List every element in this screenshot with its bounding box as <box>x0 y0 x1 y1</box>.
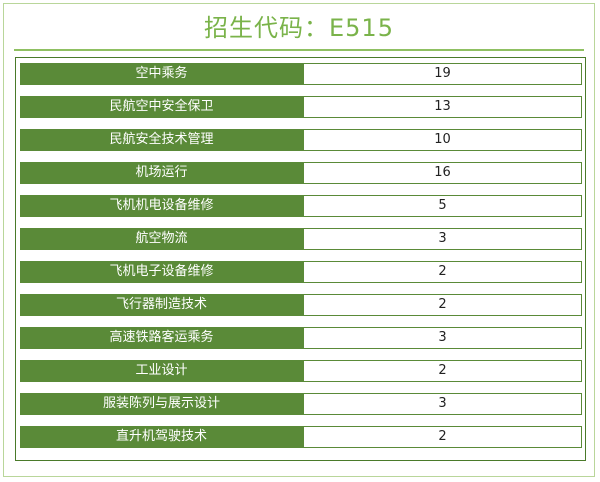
enrollment-count: 2 <box>303 426 582 448</box>
enrollment-count: 3 <box>303 228 582 250</box>
major-name: 航空物流 <box>20 228 303 250</box>
table-row: 空中乘务 19 <box>20 63 582 85</box>
table-row: 飞行器制造技术 2 <box>20 294 582 316</box>
major-name: 飞行器制造技术 <box>20 294 303 316</box>
enrollment-count: 16 <box>303 162 582 184</box>
enrollment-count: 5 <box>303 195 582 217</box>
enrollment-count: 13 <box>303 96 582 118</box>
enrollment-count: 10 <box>303 129 582 151</box>
major-name: 民航安全技术管理 <box>20 129 303 151</box>
major-name: 高速铁路客运乘务 <box>20 327 303 349</box>
enrollment-count: 3 <box>303 327 582 349</box>
major-name: 机场运行 <box>20 162 303 184</box>
table-row: 高速铁路客运乘务 3 <box>20 327 582 349</box>
table-row: 服装陈列与展示设计 3 <box>20 393 582 415</box>
major-name: 空中乘务 <box>20 63 303 85</box>
page-frame: 招生代码：E515 空中乘务 19 民航空中安全保卫 13 民航安全技术管理 1… <box>3 3 595 477</box>
table-row: 航空物流 3 <box>20 228 582 250</box>
enrollment-count: 19 <box>303 63 582 85</box>
table-row: 直升机驾驶技术 2 <box>20 426 582 448</box>
table-row: 机场运行 16 <box>20 162 582 184</box>
title-divider <box>14 49 584 51</box>
enrollment-count: 2 <box>303 360 582 382</box>
enrollment-count: 3 <box>303 393 582 415</box>
major-name: 服装陈列与展示设计 <box>20 393 303 415</box>
enrollment-count: 2 <box>303 261 582 283</box>
enrollment-count: 2 <box>303 294 582 316</box>
table-row: 民航安全技术管理 10 <box>20 129 582 151</box>
major-name: 民航空中安全保卫 <box>20 96 303 118</box>
enrollment-table: 空中乘务 19 民航空中安全保卫 13 民航安全技术管理 10 机场运行 16 … <box>15 57 586 461</box>
page-title: 招生代码：E515 <box>204 14 394 42</box>
table-row: 飞机机电设备维修 5 <box>20 195 582 217</box>
table-row: 飞机电子设备维修 2 <box>20 261 582 283</box>
major-name: 飞机电子设备维修 <box>20 261 303 283</box>
table-row: 工业设计 2 <box>20 360 582 382</box>
major-name: 直升机驾驶技术 <box>20 426 303 448</box>
table-row: 民航空中安全保卫 13 <box>20 96 582 118</box>
major-name: 工业设计 <box>20 360 303 382</box>
major-name: 飞机机电设备维修 <box>20 195 303 217</box>
